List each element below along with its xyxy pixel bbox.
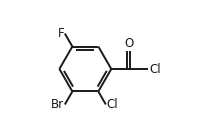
- Text: Cl: Cl: [107, 98, 118, 111]
- Text: Br: Br: [51, 98, 64, 111]
- Text: Cl: Cl: [149, 63, 161, 75]
- Text: O: O: [124, 37, 133, 50]
- Text: F: F: [58, 27, 64, 40]
